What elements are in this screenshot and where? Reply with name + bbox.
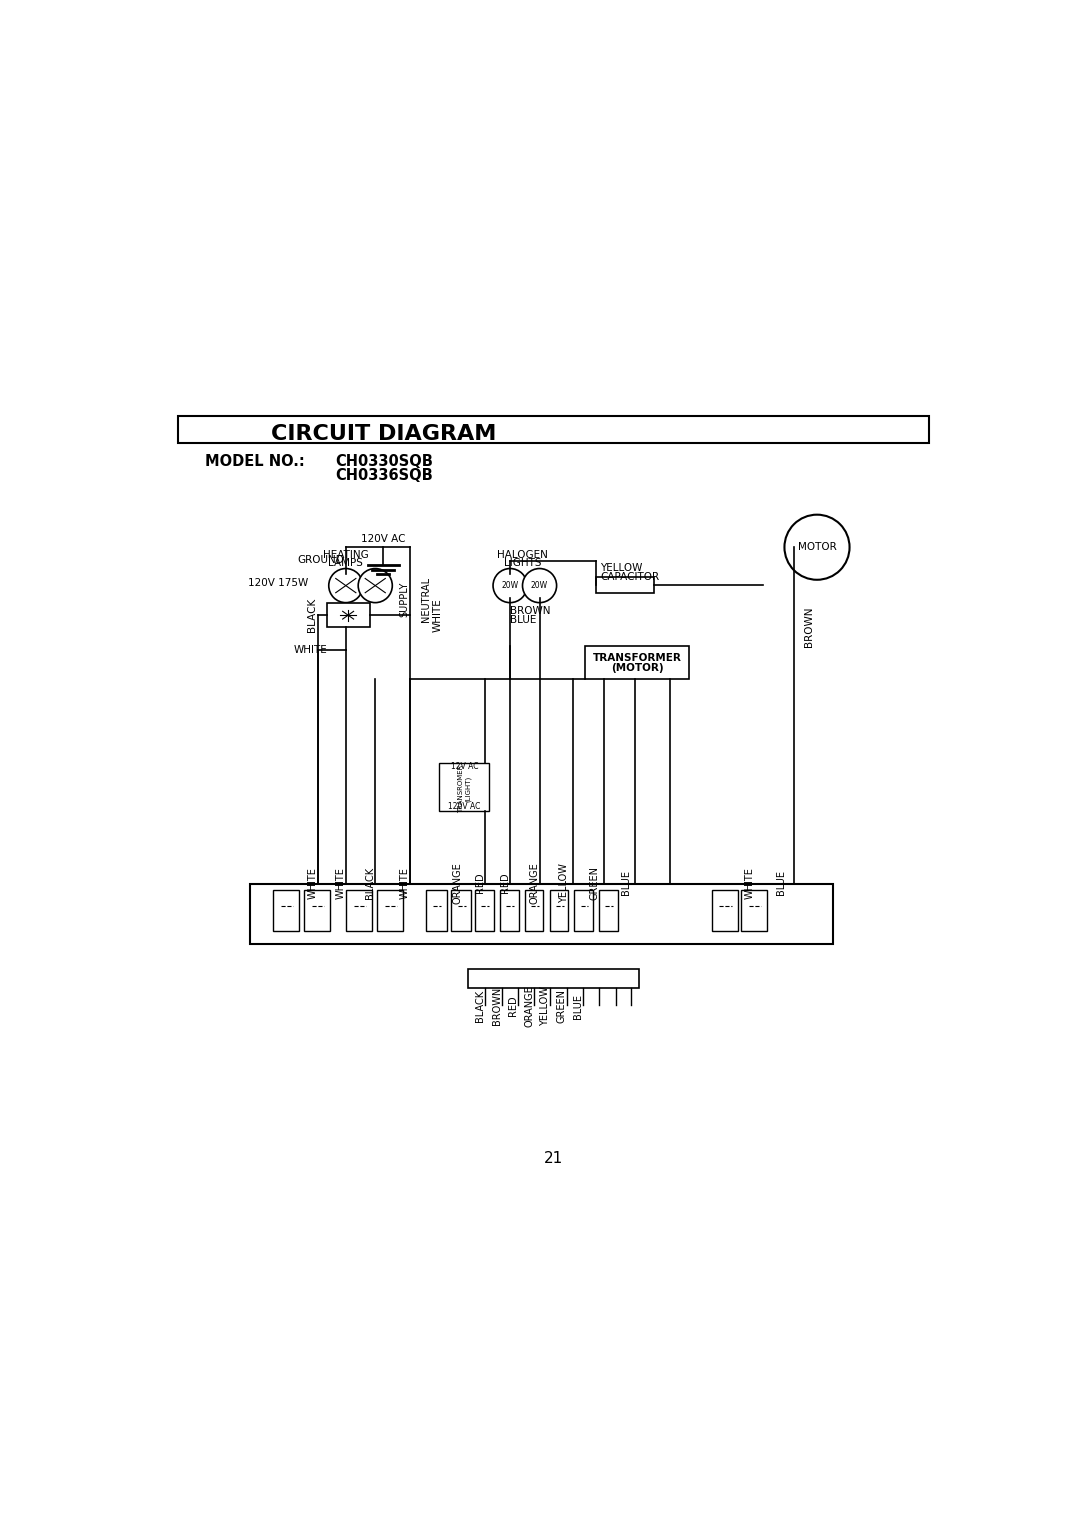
Text: BLUE: BLUE [510,615,537,625]
Bar [599,890,618,931]
Text: 12V AC: 12V AC [450,762,478,771]
Text: HEATING: HEATING [323,550,368,560]
Text: BLACK: BLACK [475,989,485,1022]
Bar [451,890,471,931]
Text: RED: RED [508,996,517,1017]
Bar [438,762,489,811]
Text: (MOTOR): (MOTOR) [611,663,663,673]
Text: RED: RED [500,872,510,893]
Bar [346,890,373,931]
Text: WHITE: WHITE [745,867,755,898]
Text: CIRCUIT DIAGRAM: CIRCUIT DIAGRAM [271,425,496,444]
Circle shape [328,568,363,603]
Text: 20W: 20W [531,582,549,589]
Bar [177,415,930,443]
Bar [273,890,299,931]
Bar [377,890,403,931]
Text: WHITE: WHITE [308,867,318,898]
Bar [741,890,768,931]
Text: 120V AC: 120V AC [361,534,405,544]
Text: HALOGEN: HALOGEN [497,550,548,560]
Text: LIGHTS: LIGHTS [503,557,541,568]
Text: BLUE: BLUE [573,994,583,1019]
Text: GROUND: GROUND [297,554,345,565]
Bar [475,890,494,931]
Text: ORANGE: ORANGE [453,861,462,904]
Text: TRANSROMER
(LIGHT): TRANSROMER (LIGHT) [458,764,471,812]
Text: BROWN: BROWN [491,986,501,1025]
Text: 21: 21 [544,1151,563,1167]
Circle shape [523,568,556,603]
Bar [303,890,330,931]
Text: BLUE: BLUE [621,870,631,895]
Bar [427,890,446,931]
Circle shape [494,568,527,603]
Text: CH0330SQB: CH0330SQB [335,454,433,469]
Bar [525,890,543,931]
Text: YELLOW: YELLOW [559,863,569,902]
Text: 120V 175W: 120V 175W [248,577,309,588]
Text: WHITE: WHITE [400,867,410,898]
Text: YELLOW: YELLOW [540,986,551,1026]
Text: BLUE: BLUE [777,870,786,895]
Bar [596,577,654,592]
Text: 20W: 20W [501,582,518,589]
Circle shape [784,515,850,580]
Text: BROWN: BROWN [805,606,814,647]
Text: ORANGE: ORANGE [524,985,535,1026]
Text: NEUTRAL: NEUTRAL [420,577,431,621]
Text: 120V AC: 120V AC [448,802,481,811]
Text: MOTOR: MOTOR [798,542,836,553]
Text: BLACK: BLACK [365,867,375,899]
Text: SUPPLY: SUPPLY [400,582,409,617]
Bar [500,890,518,931]
Text: WHITE: WHITE [294,646,327,655]
Text: YELLOW: YELLOW [600,563,643,573]
Bar [712,890,738,931]
Text: BROWN: BROWN [510,606,551,617]
Bar [327,603,369,628]
Text: CAPACITOR: CAPACITOR [600,573,659,582]
Bar [550,890,568,931]
Text: TRANSFORMER: TRANSFORMER [593,654,681,663]
Text: RED: RED [475,872,485,893]
Bar [469,970,638,988]
Text: ORANGE: ORANGE [529,861,540,904]
Text: WHITE: WHITE [432,599,442,632]
Text: LAMPS: LAMPS [328,557,363,568]
Bar [249,884,833,944]
Bar [575,890,593,931]
Text: GREEN: GREEN [590,866,600,899]
Text: GREEN: GREEN [556,989,567,1023]
Bar [584,646,689,680]
Text: MODEL NO.:: MODEL NO.: [205,454,305,469]
Text: WHITE: WHITE [336,867,346,898]
Text: CH0336SQB: CH0336SQB [335,469,433,484]
Text: BLACK: BLACK [307,599,316,632]
Circle shape [359,568,392,603]
